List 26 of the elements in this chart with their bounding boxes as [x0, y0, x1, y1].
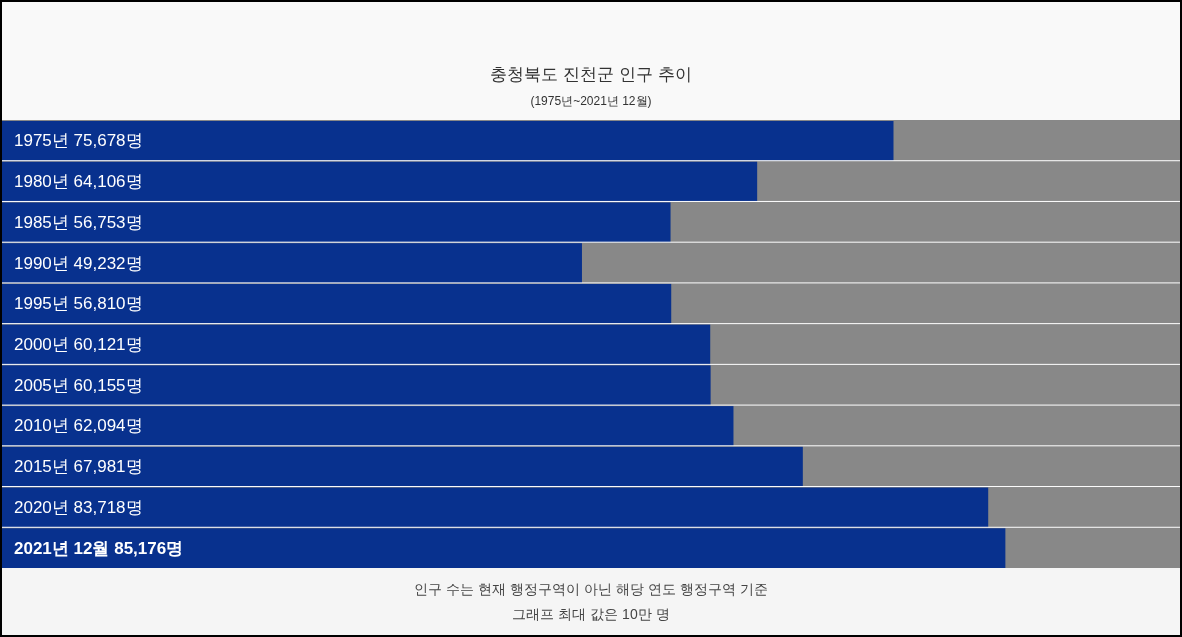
data-label: 75,678명 [73, 131, 143, 151]
text: 인구 수는 현재 행정구역이 아닌 해당 연도 행정구역 기준 [414, 581, 768, 597]
data-label: 60,155명 [73, 375, 143, 395]
y-tick-label: 2021년 12월 [14, 538, 115, 558]
data-label: 85,176명 [114, 538, 184, 558]
data-label: 60,121명 [73, 335, 143, 354]
chart-title: 충청북도 진천군 인구 추이 [490, 65, 692, 84]
data-label: 62,094명 [73, 416, 143, 436]
data-label: 67,981명 [73, 457, 143, 477]
y-tick-label: 1985년 [14, 212, 74, 232]
data-label: 56,753명 [73, 212, 143, 232]
y-tick-label: 1995년 [14, 294, 74, 314]
data-label: 56,810명 [73, 294, 143, 314]
data-label: 49,232명 [73, 253, 143, 273]
chart-subtitle: (1975년~2021년 12월) [530, 94, 652, 108]
y-tick-label: 1975년 [14, 131, 74, 151]
y-tick-label: 2015년 [14, 457, 74, 477]
data-label: 83,718명 [73, 497, 143, 517]
y-tick-label: 2010년 [14, 416, 74, 436]
y-tick-label: 2020년 [14, 497, 74, 517]
y-tick-label: 1990년 [14, 253, 74, 273]
text: 그래프 최대 값은 10만 명 [512, 606, 670, 622]
y-tick-label: 2000년 [14, 335, 74, 354]
y-tick-label: 2005년 [14, 375, 74, 395]
y-tick-label: 1980년 [14, 172, 74, 192]
data-label: 64,106명 [73, 172, 143, 192]
